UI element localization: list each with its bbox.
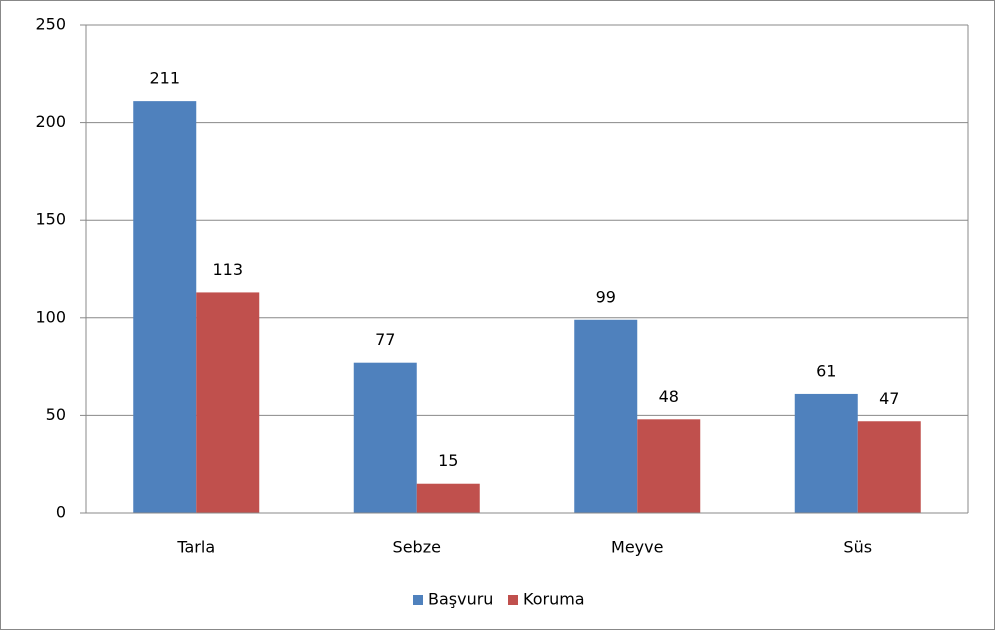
bar — [416, 483, 480, 513]
bar — [353, 362, 417, 513]
legend-label: Koruma — [523, 590, 585, 609]
data-label: 211 — [149, 69, 180, 88]
legend-swatch — [508, 595, 518, 605]
data-label: 15 — [438, 451, 458, 470]
data-label: 99 — [596, 287, 616, 306]
legend-label: Başvuru — [428, 590, 493, 609]
data-label: 77 — [375, 330, 395, 349]
y-tick-label: 250 — [35, 15, 66, 34]
x-tick-label: Meyve — [611, 538, 663, 557]
legend-swatch — [413, 595, 423, 605]
data-label: 47 — [879, 389, 899, 408]
bar — [133, 101, 197, 514]
y-tick-label: 200 — [35, 112, 66, 131]
x-tick-label: Tarla — [176, 538, 215, 557]
bar — [637, 419, 701, 513]
y-tick-label: 150 — [35, 210, 66, 229]
bar — [794, 393, 858, 513]
data-label: 61 — [816, 361, 836, 380]
x-tick-label: Süs — [843, 538, 872, 557]
data-label: 48 — [659, 387, 679, 406]
bar — [857, 421, 921, 513]
y-tick-label: 50 — [46, 405, 66, 424]
bar — [196, 292, 260, 513]
y-tick-label: 0 — [56, 503, 66, 522]
bar — [574, 319, 638, 513]
y-tick-label: 100 — [35, 307, 66, 326]
x-tick-label: Sebze — [393, 538, 441, 557]
data-label: 113 — [212, 260, 243, 279]
